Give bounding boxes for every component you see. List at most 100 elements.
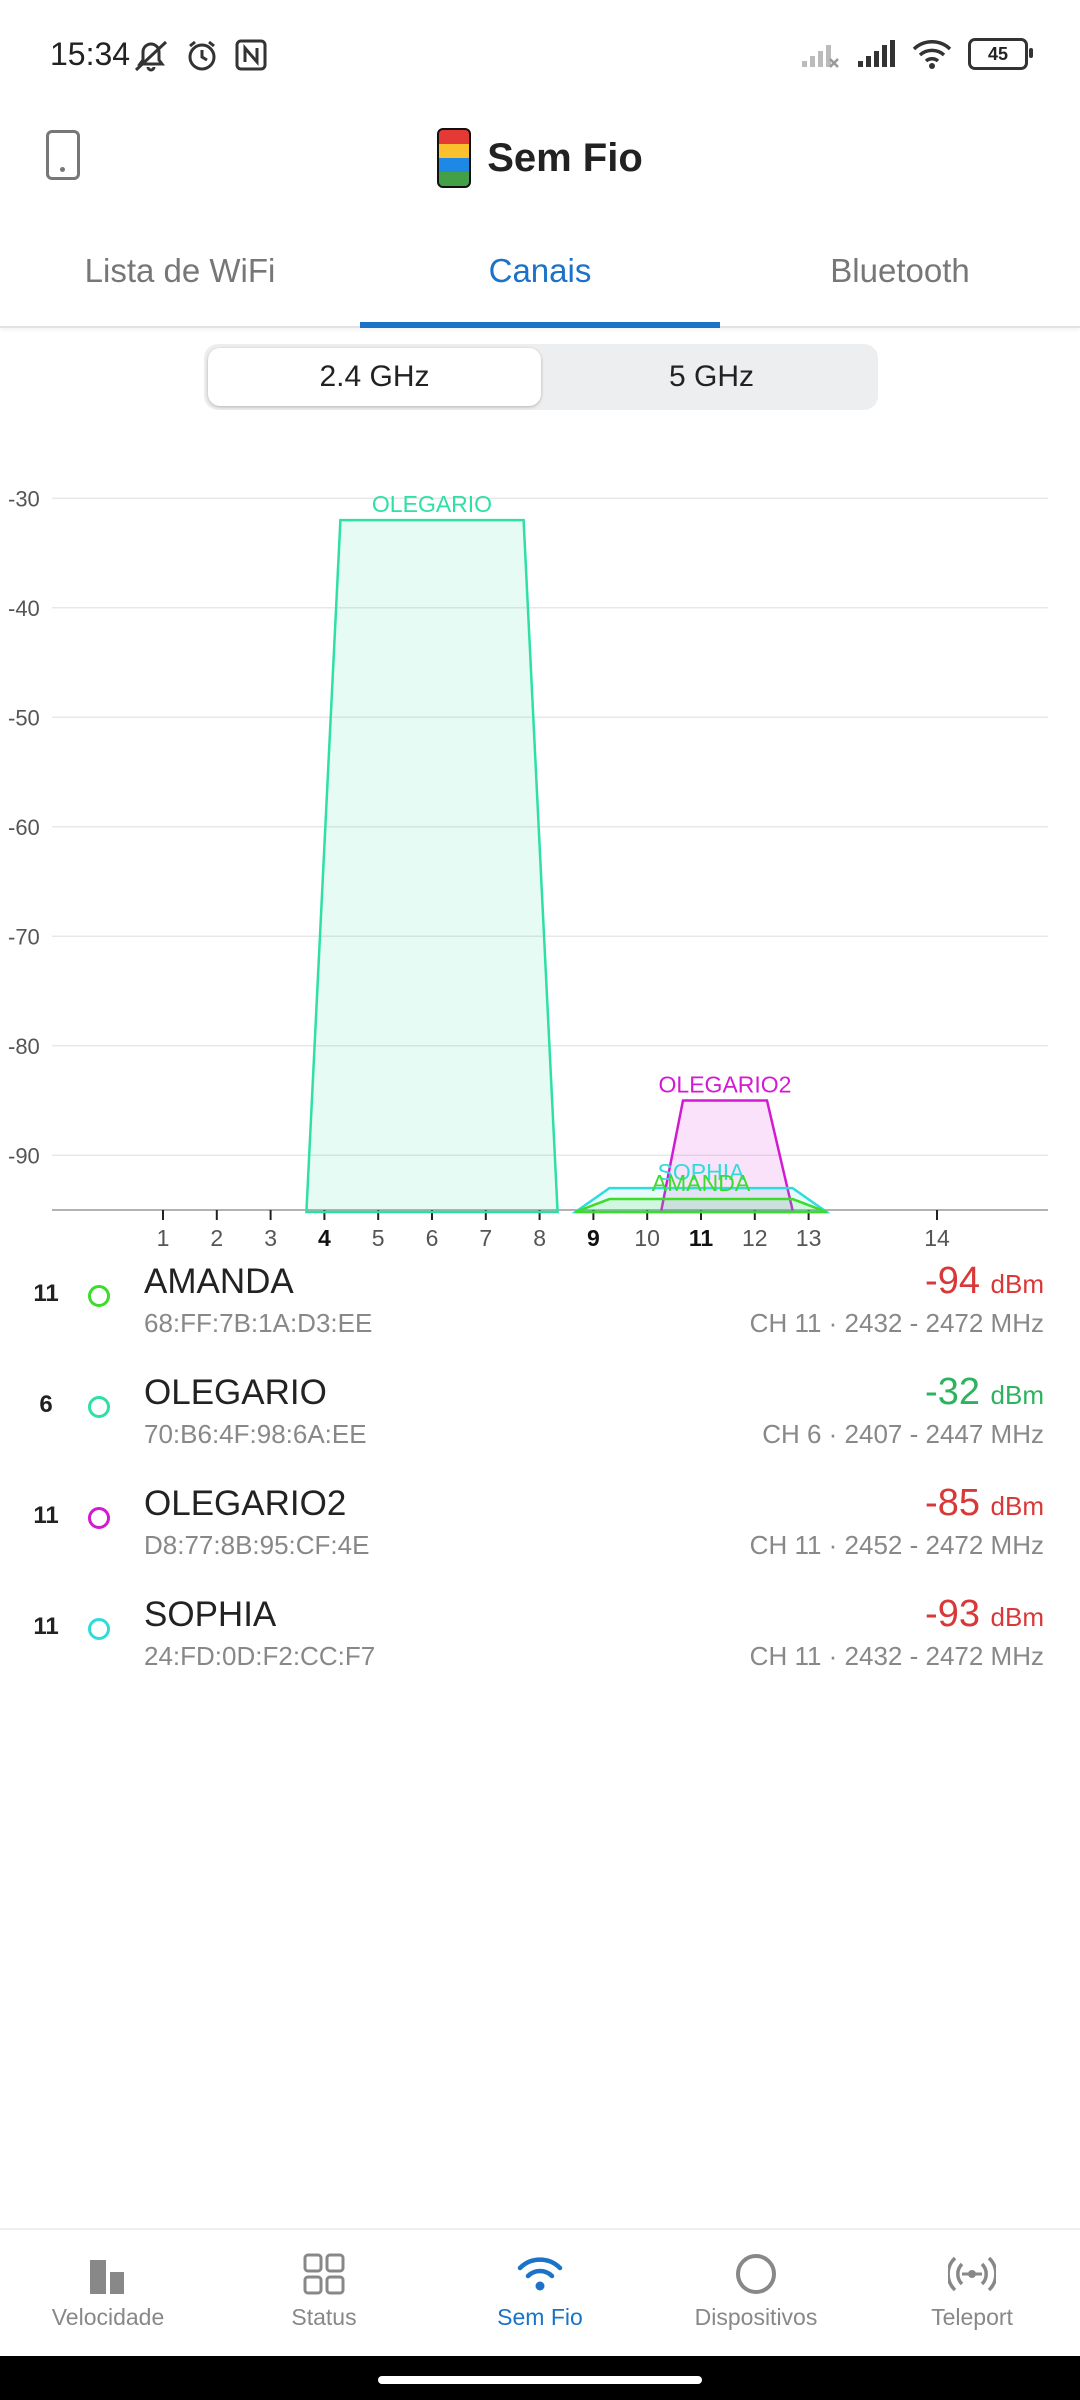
y-tick-label: -90 [8,1143,40,1168]
alarm-icon [188,40,216,71]
app-title: Sem Fio [487,135,643,180]
nav-speed[interactable]: Velocidade [0,2230,216,2358]
network-signal: -93 dBm [925,1593,1044,1636]
list-item[interactable]: 6 OLEGARIO 70:B6:4F:98:6A:EE -32 dBm CH … [0,1361,1080,1472]
nav-wireless-label: Sem Fio [497,2304,583,2330]
signal-value: -93 [925,1593,980,1635]
status-bar: 15:34 45 [0,0,1080,110]
band-toggle: 2.4 GHz 5 GHz [204,344,878,410]
home-indicator [378,2376,702,2384]
network-signal: -94 dBm [925,1260,1044,1303]
network-channel: 11 [33,1280,59,1307]
network-list: 11 AMANDA 68:FF:7B:1A:D3:EE -94 dBm CH 1… [0,1250,1080,1694]
nav-speed-label: Velocidade [51,2304,165,2330]
y-tick-label: -70 [8,924,40,949]
tab-channels[interactable]: Canais [360,230,720,328]
series-label-amanda: AMANDA [652,1170,751,1196]
speed-bars-icon [90,2260,124,2294]
series-label-sophia: SOPHIA [658,1159,746,1185]
network-frequency: CH 6 · 2407 - 2447 MHz [762,1419,1044,1449]
status-icons-left [132,38,268,74]
series-area-amanda [574,1197,828,1214]
network-frequency: CH 11 · 2452 - 2472 MHz [749,1530,1044,1560]
series-label-olegario: OLEGARIO [372,491,492,517]
y-tick-label: -50 [8,705,40,730]
wifi-icon [517,2257,563,2291]
bottom-nav: Velocidade Status Sem Fio Dispositivos T… [0,2228,1080,2358]
nav-devices[interactable]: Dispositivos [648,2230,864,2358]
network-color-dot [88,1396,110,1418]
network-frequency: CH 11 · 2432 - 2472 MHz [749,1308,1044,1338]
nfc-icon [235,39,267,71]
tab-bar: Lista de WiFi Canais Bluetooth [0,230,1080,328]
band-2-4ghz-button[interactable]: 2.4 GHz [208,348,541,406]
y-tick-label: -30 [8,486,40,511]
x-tick-label: 12 [742,1225,768,1250]
network-signal: -85 dBm [925,1482,1044,1525]
x-tick-label: 7 [479,1225,492,1250]
device-logo-icon [437,128,472,188]
circle-icon [736,2254,776,2294]
signal-off-icon [802,45,839,68]
tab-wifi-list[interactable]: Lista de WiFi [84,252,276,289]
app-title-group: Sem Fio [0,128,1080,188]
network-color-dot [88,1618,110,1640]
tab-bluetooth[interactable]: Bluetooth [830,252,970,289]
y-tick-label: -40 [8,596,40,621]
x-tick-label: 11 [689,1225,714,1250]
battery-level: 45 [987,43,1009,64]
status-time: 15:34 [50,36,131,72]
app-bar: Sem Fio [0,110,1080,210]
nav-wireless[interactable]: Sem Fio [432,2230,648,2358]
x-tick-label: 4 [318,1225,331,1250]
bell-mute-icon [134,40,168,72]
network-color-dot [88,1507,110,1529]
battery-icon: 45 [968,38,1033,70]
status-icons-right: 45 [800,38,1033,70]
band-5ghz-button[interactable]: 5 GHz [668,360,755,393]
list-item[interactable]: 11 SOPHIA 24:FD:0D:F2:CC:F7 -93 dBm CH 1… [0,1583,1080,1694]
teleport-icon [948,2256,996,2292]
signal-value: -94 [925,1260,980,1302]
nav-teleport[interactable]: Teleport [864,2230,1080,2358]
x-tick-label: 8 [533,1225,546,1250]
x-tick-label: 2 [210,1225,223,1250]
network-mac: 24:FD:0D:F2:CC:F7 [144,1641,376,1671]
nav-status[interactable]: Status [216,2230,432,2358]
network-ssid: AMANDA [144,1262,294,1301]
series-area-olegario [305,518,559,1214]
x-tick-label: 13 [796,1225,822,1250]
network-signal: -32 dBm [925,1371,1044,1414]
network-frequency: CH 11 · 2432 - 2472 MHz [749,1641,1044,1671]
signal-unit: dBm [990,1380,1044,1410]
phone-icon[interactable] [46,130,80,180]
y-tick-label: -60 [8,815,40,840]
grid-icon [303,2253,345,2295]
network-ssid: SOPHIA [144,1595,277,1634]
network-ssid: OLEGARIO [144,1373,327,1412]
x-tick-label: 5 [372,1225,385,1250]
signal-value: -32 [925,1371,980,1413]
signal-value: -85 [925,1482,980,1524]
system-gesture-bar [0,2356,1080,2400]
network-mac: 70:B6:4F:98:6A:EE [144,1419,367,1449]
series-label-olegario2: OLEGARIO2 [659,1072,792,1098]
wifi-status-icon [912,40,952,69]
nav-teleport-label: Teleport [931,2304,1013,2330]
y-tick-label: -80 [8,1034,40,1059]
nav-status-label: Status [291,2304,357,2330]
list-item[interactable]: 11 AMANDA 68:FF:7B:1A:D3:EE -94 dBm CH 1… [0,1250,1080,1361]
x-tick-label: 14 [924,1225,950,1250]
x-tick-label: 9 [587,1225,600,1250]
nav-devices-label: Dispositivos [694,2304,818,2330]
x-tick-label: 6 [426,1225,439,1250]
network-color-dot [88,1285,110,1307]
x-tick-label: 10 [634,1225,660,1250]
list-item[interactable]: 11 OLEGARIO2 D8:77:8B:95:CF:4E -85 dBm C… [0,1472,1080,1583]
channel-chart: -30-40-50-60-70-80-901 2 3 4 5 6 7 8 9 10 11 12 13 14… [8,486,1048,1250]
network-channel: 11 [33,1613,59,1640]
signal-unit: dBm [990,1602,1044,1632]
signal-unit: dBm [990,1491,1044,1521]
signal-unit: dBm [990,1269,1044,1299]
x-tick-label: 1 [157,1225,170,1250]
